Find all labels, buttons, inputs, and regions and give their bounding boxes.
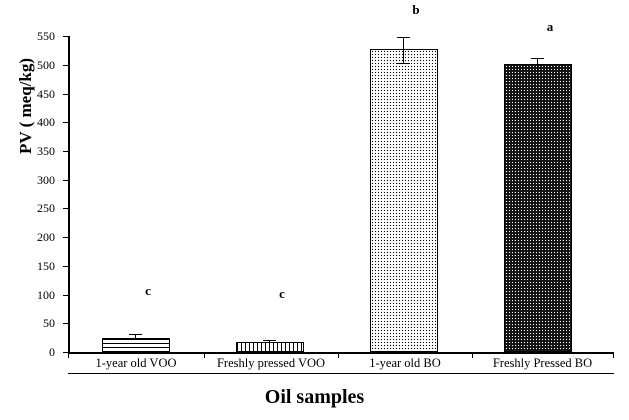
y-tick-mark: 50 [43,317,68,329]
y-tick-label: 100 [37,287,55,302]
y-tick-label: 300 [37,172,55,187]
annotation-letter-3: b [412,2,420,17]
y-axis-line [68,36,70,354]
error-cap-2 [263,340,276,341]
category-label-3: 1-year old BO [369,356,441,370]
y-tick-mark: 200 [37,231,68,243]
y-tick-label: 450 [37,86,55,101]
y-axis-title: PV ( meq/kg) [16,58,35,155]
y-tick-label: 200 [37,230,55,245]
error-cap-3-bottom [397,63,410,64]
y-tick-mark: 150 [37,260,68,272]
error-bar-3 [403,38,404,64]
error-bar-4 [537,59,538,70]
error-cap-1 [129,334,142,335]
category-row-baseline [68,373,614,374]
annotation-letter-2: c [279,286,285,301]
category-label-4: Freshly Pressed BO [492,356,593,370]
x-axis-line [68,352,614,354]
error-bar-2 [269,341,270,344]
bar-freshly-pressed-voo [236,342,304,352]
y-tick-mark: 300 [37,174,68,186]
y-tick-label: 500 [37,57,55,72]
plot-area: 550 500 450 400 350 300 250 200 150 100 [37,30,614,358]
error-bar-1 [135,335,136,339]
x-category-labels: 1-year old VOO Freshly pressed VOO 1-yea… [68,354,614,376]
y-tick-mark: 400 [37,116,68,128]
annotation-letter-4: a [546,19,554,34]
y-tick-label: 550 [37,29,55,43]
category-separator [204,354,205,358]
annotation-letter-1: c [145,283,151,298]
y-tick-label: 150 [37,258,55,273]
category-separator [613,354,614,358]
bar-1-year-old-bo [370,48,438,352]
error-cap-3-top [397,37,410,38]
category-separator [472,354,473,358]
y-tick-label: 250 [37,201,55,216]
y-tick-mark: 550 [37,30,68,42]
category-separator [68,354,69,358]
category-label-1: 1-year old VOO [95,356,177,370]
y-tick-mark: 100 [37,289,68,301]
y-tick-mark: 350 [37,145,68,157]
bar-freshly-pressed-bo [504,64,572,352]
bar-1-year-old-voo [102,337,170,352]
y-tick-label: 400 [37,115,55,130]
y-tick-label: 50 [43,316,55,331]
category-label-2: Freshly pressed VOO [216,356,326,370]
y-tick-mark: 0 [49,346,68,358]
y-tick-mark: 250 [37,202,68,214]
y-tick-label: 0 [49,345,55,359]
y-tick-mark: 500 [37,59,68,71]
category-separator [338,354,339,358]
error-cap-4-top [531,58,544,59]
y-tick-mark: 450 [37,88,68,100]
x-axis-title: Oil samples [264,386,365,408]
y-tick-label: 350 [37,144,55,158]
